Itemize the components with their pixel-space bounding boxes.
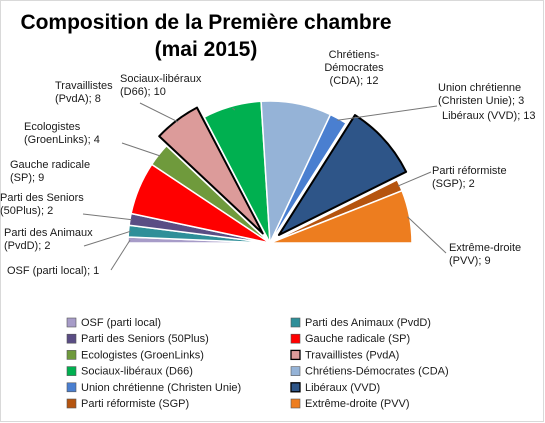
- chart-title: Composition de la Première chambre (mai 2…: [20, 11, 391, 61]
- leader-line-parti-reformiste-sgp: [397, 171, 432, 187]
- legend-entry-parti-reformiste-sgp: Parti réformiste (SGP): [81, 398, 189, 410]
- data-label-union-chretienne-christen-unie: Union chrétienne (Christen Unie); 3: [438, 82, 524, 107]
- leader-line-parti-des-seniors-50plus: [82, 213, 133, 221]
- data-label-parti-des-animaux-pvdd: Parti des Animaux (PvdD); 2: [4, 227, 93, 252]
- data-label-chretiens-democrates-cda: Chrétiens-Démocrates (CDA); 12: [324, 49, 384, 87]
- legend-swatch-sociaux-liberaux-d66: [66, 366, 77, 376]
- data-labels: OSF (parti local); 1 Parti des Animaux (Pv…: [0, 49, 536, 277]
- legend: OSF (parti local) Parti des Animaux (PvdD…: [66, 317, 449, 410]
- legend-entry-parti-des-animaux-pvdd: Parti des Animaux (PvdD): [305, 317, 431, 329]
- data-label-liberaux-vvd: Libéraux (VVD); 13: [442, 110, 536, 122]
- legend-swatch-parti-des-seniors-50plus: [66, 333, 77, 344]
- leader-line-ecologistes-groenlinks: [121, 142, 161, 157]
- legend-swatch-chretiens-democrates-cda: [290, 366, 301, 376]
- legend-entry-gauche-radicale-sp: Gauche radicale (SP): [305, 333, 410, 345]
- data-label-osf-parti-local: OSF (parti local); 1: [7, 265, 99, 277]
- leader-line-union-chretienne-christen-unie: [337, 105, 438, 121]
- data-label-gauche-radicale-sp: Gauche radicale (SP); 9: [10, 159, 90, 184]
- legend-entry-union-chretienne-christen-unie: Union chrétienne (Christen Unie): [81, 382, 241, 394]
- data-label-travaillistes-pvda: Travaillistes (PvdA); 8: [55, 80, 113, 105]
- legend-swatch-osf-parti-local: [66, 317, 77, 328]
- slice-extreme-droite-pvv: [269, 189, 413, 244]
- data-label-parti-des-seniors-50plus: Parti des Seniors (50Plus); 2: [0, 192, 84, 217]
- legend-entry-parti-des-seniors-50plus: Parti des Seniors (50Plus): [81, 333, 209, 345]
- legend-swatch-parti-reformiste-sgp: [66, 398, 77, 409]
- slice-ecologistes-groenlinks: [150, 145, 271, 244]
- legend-entry-travaillistes-pvda: Travaillistes (PvdA): [305, 349, 399, 361]
- leader-line-osf-parti-local: [110, 239, 131, 271]
- slice-union-chretienne-christen-unie: [269, 113, 347, 244]
- legend-swatch-liberaux-vvd: [290, 382, 301, 393]
- legend-swatch-travaillistes-pvda: [290, 349, 301, 361]
- data-label-parti-reformiste-sgp: Parti réformiste (SGP); 2: [432, 165, 507, 190]
- legend-swatch-gauche-radicale-sp: [290, 333, 301, 344]
- pie-slices: [127, 100, 413, 244]
- leader-line-extreme-droite-pvv: [407, 216, 447, 254]
- leader-line-sociaux-liberaux-d66: [232, 107, 236, 111]
- chart-title-line-2: (mai 2015): [155, 38, 258, 61]
- legend-entry-sociaux-liberaux-d66: Sociaux-libéraux (D66): [81, 366, 193, 378]
- slice-liberaux-vvd: [277, 114, 408, 236]
- legend-swatch-parti-des-animaux-pvdd: [290, 317, 301, 328]
- data-label-extreme-droite-pvv: Extrême-droite (PVV); 9: [449, 242, 521, 267]
- legend-entry-liberaux-vvd: Libéraux (VVD): [305, 382, 380, 394]
- data-label-sociaux-liberaux-d66: Sociaux-libéraux (D66); 10: [120, 73, 202, 98]
- chart-title-line-1: Composition de la Première chambre: [20, 11, 391, 34]
- slice-travaillistes-pvda: [158, 106, 264, 235]
- leader-lines: [82, 102, 447, 271]
- data-label-ecologistes-groenlinks: Ecologistes (GroenLinks); 4: [24, 121, 100, 146]
- legend-swatch-extreme-droite-pvv: [290, 398, 301, 409]
- legend-entry-osf-parti-local: OSF (parti local): [81, 317, 161, 329]
- legend-entry-chretiens-democrates-cda: Chrétiens-Démocrates (CDA): [305, 366, 449, 378]
- legend-entry-extreme-droite-pvv: Extrême-droite (PVV): [305, 398, 410, 410]
- legend-swatch-ecologistes-groenlinks: [66, 350, 77, 360]
- leader-line-parti-des-animaux-pvdd: [83, 230, 131, 247]
- leader-line-travaillistes-pvda: [139, 102, 179, 123]
- legend-entry-ecologistes-groenlinks: Ecologistes (GroenLinks): [81, 349, 204, 361]
- legend-swatch-union-chretienne-christen-unie: [66, 382, 77, 393]
